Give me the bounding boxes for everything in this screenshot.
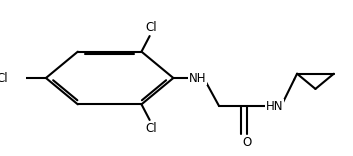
Text: Cl: Cl: [0, 71, 8, 85]
Text: Cl: Cl: [146, 21, 157, 34]
Text: O: O: [242, 136, 251, 149]
Text: HN: HN: [266, 100, 283, 113]
Text: Cl: Cl: [146, 122, 157, 135]
Text: NH: NH: [189, 71, 206, 85]
